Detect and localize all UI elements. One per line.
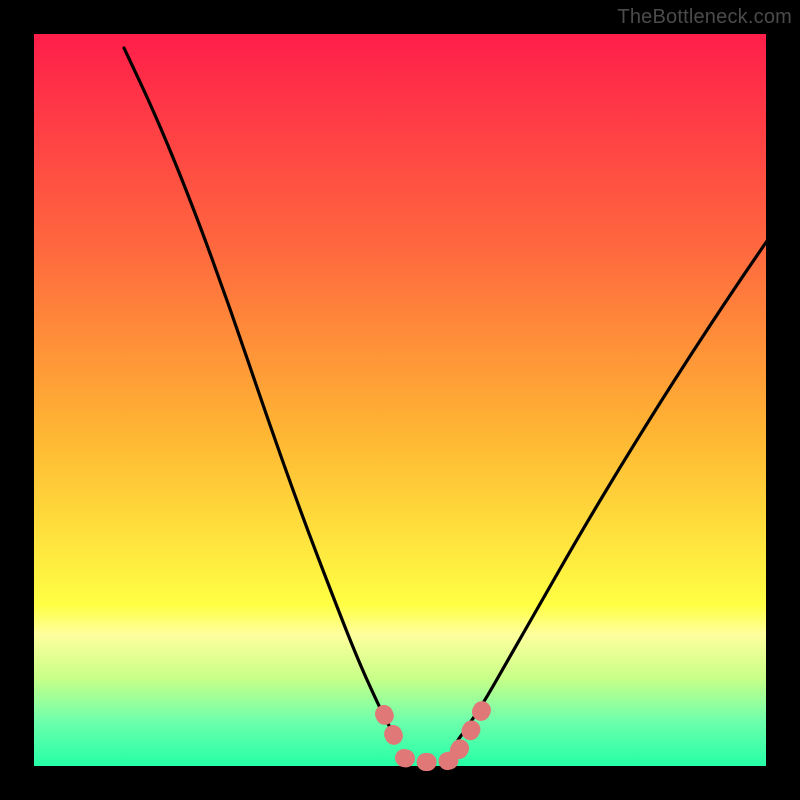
curve-layer (0, 0, 800, 800)
valley-marker-flat (404, 758, 459, 762)
bottleneck-curve-left (124, 48, 398, 740)
bottleneck-curve-right (458, 202, 794, 740)
chart-frame: TheBottleneck.com (0, 0, 800, 800)
valley-marker-left (384, 714, 404, 750)
valley-marker-right (459, 710, 482, 750)
